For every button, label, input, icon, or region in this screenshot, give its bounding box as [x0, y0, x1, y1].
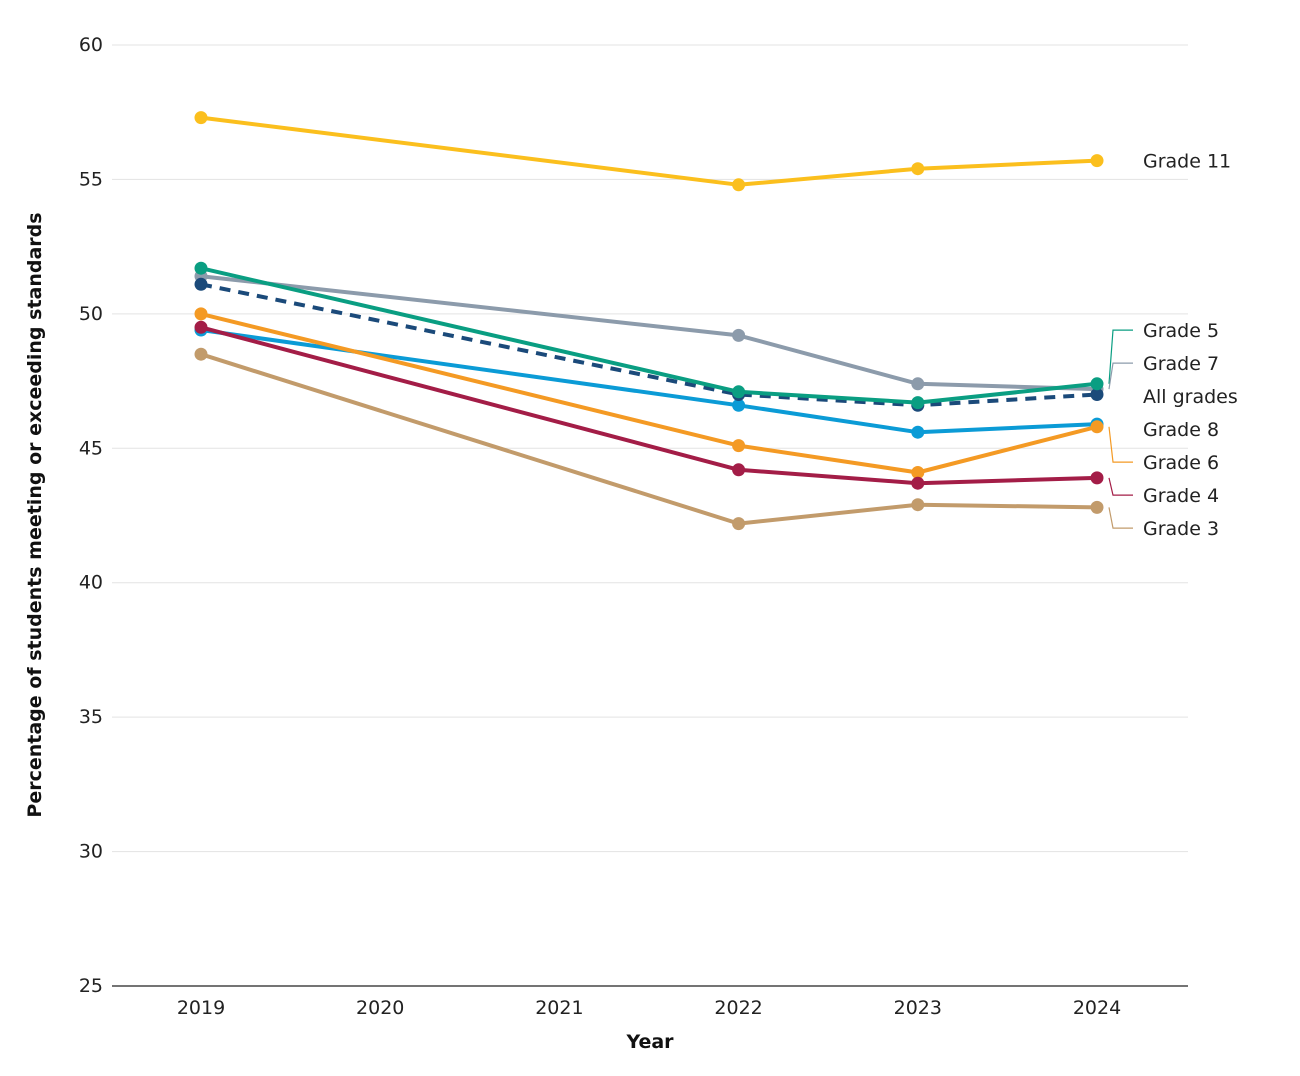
data-point-grade-3 — [194, 347, 208, 361]
series-line-grade-6 — [199, 311, 1099, 475]
data-point-all-grades — [1090, 388, 1104, 401]
series-label-text: Grade 3 — [1143, 518, 1219, 540]
series-label-grade-6: Grade 6 — [1108, 426, 1219, 474]
data-point-grade-11 — [732, 178, 746, 192]
y-tick-label: 40 — [79, 572, 103, 594]
series-labels: Grade 11 Grade 5 Grade 7 All grades Grade 8 G… — [1108, 151, 1238, 540]
x-tick-label: 2020 — [356, 997, 404, 1019]
series-grade-3 — [194, 347, 1104, 531]
data-point-grade-6 — [911, 466, 925, 479]
data-point-grade-5 — [194, 261, 208, 275]
series-label-text: Grade 7 — [1143, 353, 1219, 375]
data-point-grade-4 — [194, 320, 208, 334]
data-point-grade-8 — [911, 425, 925, 439]
data-point-grade-3 — [911, 498, 925, 512]
series-line-grade-8 — [199, 328, 1099, 435]
x-tick-label: 2021 — [535, 997, 583, 1019]
series-grade-11 — [194, 111, 1104, 192]
grid — [112, 44, 1188, 987]
data-point-grade-11 — [194, 111, 208, 125]
label-leader-line — [1108, 426, 1133, 463]
y-tick-label: 55 — [79, 168, 103, 190]
x-tick-label: 2022 — [714, 997, 762, 1019]
data-point-grade-5 — [732, 385, 746, 399]
data-point-grade-5 — [911, 396, 925, 410]
y-tick-label: 35 — [79, 706, 103, 728]
x-axis-ticks: 2019 2020 2021 2022 2023 2024 — [177, 997, 1121, 1019]
series-label-text: All grades — [1143, 386, 1238, 408]
series-grade-8 — [194, 323, 1104, 439]
series-label-grade-3: Grade 3 — [1108, 507, 1219, 540]
data-point-grade-5 — [1090, 377, 1104, 391]
series-label-grade-11: Grade 11 — [1143, 151, 1231, 173]
data-point-grade-11 — [911, 162, 925, 176]
series-line-grade-5 — [199, 266, 1099, 405]
series-grade-6 — [194, 307, 1104, 479]
label-leader-line — [1108, 477, 1133, 496]
data-point-grade-3 — [1090, 500, 1104, 514]
label-leader-line — [1108, 507, 1133, 529]
y-tick-label: 50 — [79, 303, 103, 325]
series-label-grade-5: Grade 5 — [1108, 320, 1219, 384]
y-axis-title: Percentage of students meeting or exceed… — [24, 212, 46, 817]
y-axis-ticks: 25 30 35 40 45 50 55 60 — [79, 34, 103, 997]
series-line-grade-7 — [199, 274, 1099, 392]
data-point-grade-7 — [732, 328, 746, 342]
series-label-grade-4: Grade 4 — [1108, 477, 1219, 507]
label-leader-line — [1108, 362, 1133, 390]
series-grade-5 — [194, 261, 1104, 410]
data-point-all-grades — [194, 277, 208, 291]
x-tick-label: 2019 — [177, 997, 225, 1019]
series-label-text: Grade 4 — [1143, 485, 1219, 507]
series-label-text: Grade 5 — [1143, 320, 1219, 342]
series-grade-4 — [194, 320, 1104, 490]
data-point-grade-6 — [1090, 420, 1104, 434]
x-axis-title: Year — [625, 1031, 674, 1053]
series-label-text: Grade 11 — [1143, 151, 1231, 173]
series-line-grade-11 — [199, 115, 1099, 187]
series-label-grade-8: Grade 8 — [1143, 419, 1219, 441]
series-label-grade-7: Grade 7 — [1108, 353, 1219, 390]
data-point-grade-8 — [732, 398, 746, 412]
series-line-grade-4 — [199, 325, 1099, 486]
data-point-grade-6 — [732, 439, 746, 453]
series-line-grade-3 — [199, 352, 1099, 526]
series-label-text: Grade 8 — [1143, 419, 1219, 441]
data-point-grade-3 — [732, 517, 746, 531]
series-lines — [194, 111, 1104, 531]
data-point-grade-4 — [911, 476, 925, 490]
data-point-grade-11 — [1090, 154, 1104, 168]
series-line-all-grades — [200, 282, 1098, 408]
data-point-grade-4 — [732, 463, 746, 477]
y-tick-label: 45 — [79, 437, 103, 459]
label-leader-line — [1108, 329, 1133, 384]
x-tick-label: 2023 — [894, 997, 942, 1019]
data-point-grade-4 — [1090, 471, 1104, 485]
y-tick-label: 25 — [79, 975, 103, 997]
series-label-all-grades: All grades — [1143, 386, 1238, 408]
y-tick-label: 30 — [79, 841, 103, 863]
data-point-grade-7 — [911, 377, 925, 391]
x-tick-label: 2024 — [1073, 997, 1121, 1019]
y-tick-label: 60 — [79, 34, 103, 56]
data-point-grade-6 — [194, 307, 208, 321]
series-label-text: Grade 6 — [1143, 452, 1219, 474]
